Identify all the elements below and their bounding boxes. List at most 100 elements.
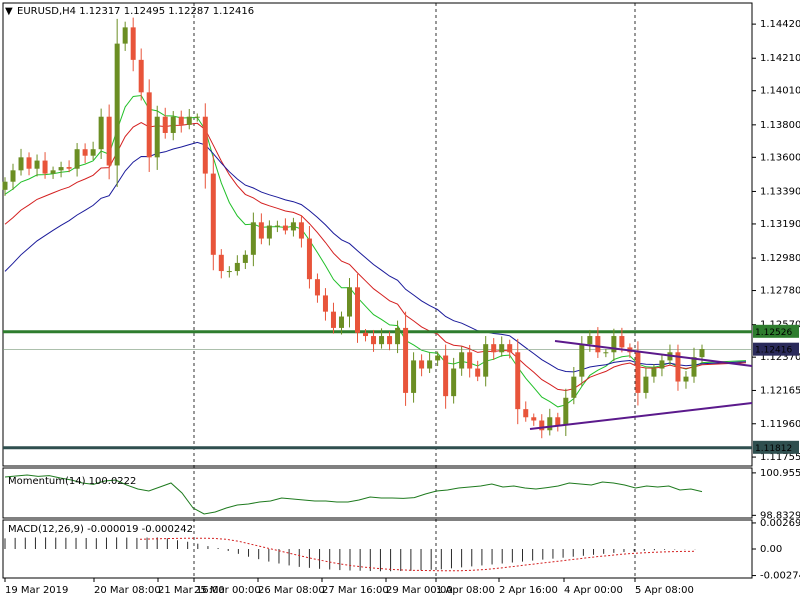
candle-bear xyxy=(218,254,224,272)
candle-bull xyxy=(18,157,24,171)
symbol-ohlc-header: EURUSD,H4 1.12317 1.12495 1.12287 1.1241… xyxy=(17,6,254,17)
candle-bear xyxy=(82,149,88,156)
candle-bear xyxy=(387,336,393,345)
main-pane-frame xyxy=(2,2,753,467)
candle-bull xyxy=(659,360,665,369)
price-tick-label: 1.12370 xyxy=(760,352,800,363)
candle-bear xyxy=(363,332,369,337)
candle-bear xyxy=(298,222,304,239)
candle-bull xyxy=(226,271,232,273)
candle-bull xyxy=(250,222,256,255)
time-tick-label: 5 Apr 08:00 xyxy=(635,585,694,596)
candle-bull xyxy=(170,116,176,133)
price-tick-label: 1.14210 xyxy=(760,53,800,64)
candle-bear xyxy=(130,27,136,60)
price-tick-label: 1.14010 xyxy=(760,86,800,97)
candle-bear xyxy=(419,360,425,369)
candle-bear xyxy=(467,352,473,369)
resistance-level-box xyxy=(753,324,799,338)
candle-bear xyxy=(531,417,537,421)
time-tick-label: 25 Mar 00:00 xyxy=(194,585,261,596)
dropdown-arrow-icon[interactable]: ▼ xyxy=(5,6,13,17)
candle-bull xyxy=(266,225,272,239)
candle-bear xyxy=(523,409,529,418)
candle-bear xyxy=(619,336,625,348)
macd-axis: 0.002696 0.00 -0.002748 xyxy=(752,518,800,582)
momentum-pane-frame xyxy=(2,467,753,519)
time-tick-label: 26 Mar 08:00 xyxy=(258,585,325,596)
candle-bull xyxy=(90,149,96,156)
price-tick-label: 1.11960 xyxy=(760,419,800,430)
candle-bull xyxy=(563,397,569,426)
macd-tick-label: 0.002696 xyxy=(760,518,800,529)
candle-bull xyxy=(346,287,352,317)
candle-bear xyxy=(491,344,497,353)
candle-bull xyxy=(234,262,240,272)
time-tick-label: 20 Mar 08:00 xyxy=(94,585,161,596)
candle-bear xyxy=(146,92,152,158)
candle-bull xyxy=(186,116,192,125)
candle-bull xyxy=(290,222,296,231)
candle-bear xyxy=(106,116,112,166)
time-tick-label: 4 Apr 00:00 xyxy=(564,585,623,596)
candle-bear xyxy=(314,279,320,296)
price-tick-label: 1.14420 xyxy=(760,19,800,30)
candle-bear xyxy=(26,157,32,169)
time-tick-label: 29 Mar 00:00 xyxy=(386,585,453,596)
candle-bull xyxy=(395,327,401,345)
time-tick-label: 19 Mar 2019 xyxy=(5,585,68,596)
candle-bull xyxy=(499,344,505,353)
candle-bull xyxy=(379,336,385,345)
candle-bear xyxy=(675,352,681,382)
triangle-upper-trendline xyxy=(554,340,753,367)
candle-bull xyxy=(74,149,80,169)
momentum-tick-label: 100.9558 xyxy=(760,468,800,479)
price-tick-label: 1.13800 xyxy=(760,120,800,131)
price-tick-label: 1.12780 xyxy=(760,286,800,297)
time-tick-label: 2 Apr 16:00 xyxy=(499,585,558,596)
price-tick-label: 1.13600 xyxy=(760,152,800,163)
candle-bear xyxy=(371,336,377,345)
candle-bull xyxy=(611,336,617,353)
candle-bull xyxy=(699,349,705,358)
support-level-box xyxy=(753,440,799,454)
candle-bull xyxy=(651,368,657,377)
momentum-title: Momentum(14) 100.0222 xyxy=(8,476,136,487)
momentum-line xyxy=(4,474,703,515)
candle-bear xyxy=(210,173,216,255)
candle-bull xyxy=(683,376,689,382)
candle-bull xyxy=(643,376,649,393)
candle-bull xyxy=(194,116,200,118)
ma-mid-line xyxy=(4,122,747,392)
candle-bear xyxy=(507,344,513,353)
macd-signal-line xyxy=(139,537,696,572)
momentum-axis: 100.9558 98.8329 xyxy=(752,468,800,521)
candlesticks xyxy=(2,17,705,439)
price-tick-label: 1.12165 xyxy=(760,385,800,396)
candle-bull xyxy=(411,360,417,393)
candle-bull xyxy=(435,355,441,361)
candle-bull xyxy=(483,344,489,377)
triangle-lower-trendline xyxy=(529,402,753,430)
candle-bear xyxy=(403,327,409,393)
momentum-tick-label: 98.8329 xyxy=(760,510,800,521)
candle-bull xyxy=(154,116,160,158)
price-level-labels: 1.12526 1.11812 1.12416 xyxy=(753,324,799,454)
candle-bull xyxy=(451,368,457,397)
candle-bear xyxy=(475,368,481,377)
price-tick-label: 1.13190 xyxy=(760,219,800,230)
time-tick-label: 21 Mar 16:00 xyxy=(158,585,225,596)
candle-bull xyxy=(58,167,64,171)
support-level-label: 1.11812 xyxy=(755,444,792,454)
price-tick-label: 1.13390 xyxy=(760,186,800,197)
macd-title: MACD(12,26,9) -0.000019 -0.000242 xyxy=(8,524,193,535)
candle-bull xyxy=(571,376,577,398)
price-tick-label: 1.11755 xyxy=(760,452,800,463)
candle-bull xyxy=(579,344,585,377)
candle-bear xyxy=(66,167,72,169)
candle-bear xyxy=(539,420,545,431)
candle-bull xyxy=(242,254,248,263)
candle-bull xyxy=(10,170,16,182)
